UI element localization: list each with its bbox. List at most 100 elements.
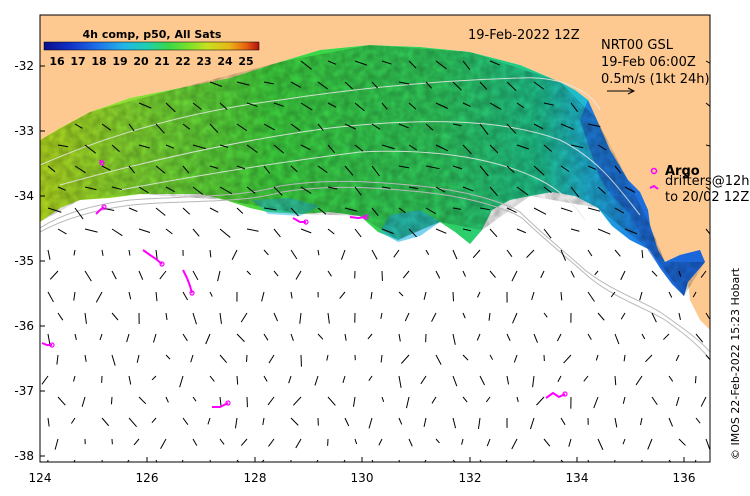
current-vector	[489, 60, 501, 66]
current-vector	[111, 228, 123, 237]
current-vector	[462, 312, 466, 319]
current-vector	[261, 459, 265, 462]
sst-colorbar: 4h comp, p50, All Sats 16 17 18 19 20 21…	[43, 28, 260, 68]
current-vector	[56, 354, 59, 365]
current-vector	[526, 249, 535, 258]
current-vector	[190, 354, 194, 363]
current-vector	[533, 333, 538, 343]
current-vector	[651, 396, 658, 406]
current-vector	[568, 438, 572, 447]
current-vector	[489, 186, 498, 197]
colorbar-label-20: 20	[133, 55, 149, 68]
current-vector	[57, 144, 69, 148]
current-vector	[533, 123, 544, 130]
current-vector	[219, 228, 231, 238]
current-vector	[54, 438, 59, 450]
current-vector	[462, 102, 471, 107]
current-vector	[651, 270, 658, 277]
current-vector	[263, 333, 269, 341]
current-vector	[513, 354, 518, 363]
colorbar-label-22: 22	[175, 55, 190, 68]
current-vector	[639, 291, 643, 301]
current-vector	[300, 228, 312, 234]
current-vector	[425, 249, 430, 256]
current-vector	[209, 207, 219, 213]
sst-speckle	[40, 45, 705, 296]
current-vector	[47, 165, 56, 173]
colorbar-title: 4h comp, p50, All Sats	[83, 28, 222, 41]
current-vector	[317, 81, 328, 90]
current-vector	[74, 207, 84, 220]
drifter-track	[182, 269, 193, 294]
colorbar-label-18: 18	[91, 55, 106, 68]
current-vector	[263, 123, 275, 131]
current-vector	[408, 144, 417, 151]
current-vector	[479, 375, 486, 386]
current-vector	[404, 312, 410, 322]
current-vector	[273, 228, 281, 238]
product-name: NRT00 GSL	[601, 38, 674, 53]
current-vector	[506, 207, 517, 213]
current-vector	[505, 459, 508, 462]
current-vector	[425, 81, 433, 89]
current-vector	[84, 270, 92, 282]
colorbar-label-23: 23	[196, 55, 211, 68]
current-vector	[560, 459, 564, 462]
current-vector	[327, 102, 337, 108]
current-vector	[557, 375, 562, 383]
current-vector	[317, 165, 328, 174]
current-vector	[705, 60, 710, 64]
current-vector	[695, 333, 704, 343]
current-vector	[623, 354, 626, 362]
current-vector	[236, 207, 244, 214]
current-vector	[47, 459, 49, 462]
current-vector	[489, 270, 496, 278]
current-vector	[402, 270, 410, 279]
current-vector	[344, 123, 356, 130]
current-vector	[273, 102, 284, 107]
current-vector	[381, 228, 394, 235]
current-vector	[560, 207, 573, 213]
current-vector	[327, 270, 332, 277]
current-vector	[73, 291, 76, 301]
current-vector	[47, 291, 54, 303]
current-vector	[300, 102, 313, 111]
current-vector	[624, 186, 636, 193]
current-vector	[381, 186, 391, 189]
current-vector	[398, 81, 410, 85]
current-vector	[435, 186, 446, 193]
current-vector	[219, 438, 225, 445]
current-vector	[101, 417, 110, 427]
current-vector	[327, 60, 337, 65]
current-vector	[126, 459, 130, 462]
current-vector	[425, 207, 437, 215]
current-vector	[217, 270, 221, 282]
current-vector	[435, 270, 441, 279]
current-vector	[327, 396, 336, 406]
current-vector	[192, 438, 198, 446]
current-vector	[371, 249, 378, 260]
current-vector	[128, 375, 132, 385]
current-vector	[111, 270, 117, 280]
float-legend: Argo drifters@12h to 20/02 12Z	[649, 164, 750, 205]
current-vector	[462, 186, 474, 192]
current-vector	[587, 165, 597, 170]
argo-float-marker	[101, 204, 107, 210]
current-vector	[543, 186, 552, 194]
current-vector	[344, 81, 353, 90]
lat-tick-38: -38	[14, 449, 34, 463]
current-vector	[486, 438, 491, 447]
drifter-track-icon	[649, 184, 659, 190]
current-vector	[295, 270, 302, 280]
colorbar-label-25: 25	[238, 55, 253, 68]
current-vector	[74, 333, 77, 340]
current-vector	[155, 207, 166, 216]
current-vector	[587, 291, 595, 302]
current-vector	[452, 123, 462, 127]
current-vector	[641, 249, 644, 259]
drifter-track	[545, 391, 566, 399]
current-vector	[368, 375, 373, 382]
current-vector	[420, 375, 427, 385]
current-vector	[462, 396, 468, 403]
current-vector	[452, 459, 456, 462]
